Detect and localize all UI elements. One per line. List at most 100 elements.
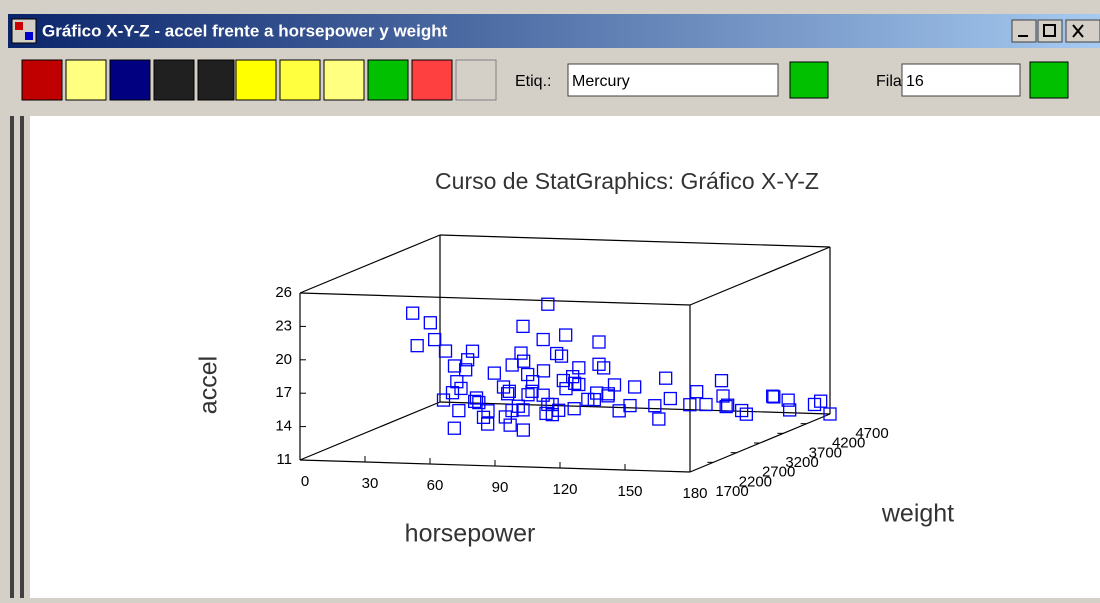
data-point [481,417,495,431]
data-point [699,397,713,412]
data-point [545,407,559,422]
data-point [516,403,530,417]
data-point [459,363,473,377]
data-point [521,388,535,402]
data-point [597,361,611,375]
search-button[interactable] [1029,61,1069,99]
data-point [525,384,539,399]
data-point [568,376,582,390]
data-point [623,398,637,413]
data-point [567,402,581,416]
maximize-glyph [1043,24,1056,37]
data-point [550,346,564,361]
data-point [814,394,828,408]
data-point [465,344,480,358]
close-glyph [1072,24,1084,38]
tool-button[interactable] [323,59,365,101]
data-point [781,393,795,407]
data-point [406,306,420,320]
data-point [739,407,753,421]
row-field-caption: Fila: [876,73,906,90]
window-controls[interactable] [1011,19,1100,43]
data-point [572,377,586,392]
y-tick-label: 2700 [762,464,795,481]
x-tick-label: 0 [301,473,309,490]
x-tick-label: 60 [427,477,444,494]
chart-panel [30,116,1100,598]
data-point [469,391,484,405]
z-tick-label: 20 [275,351,292,368]
tool-button[interactable] [455,59,497,101]
tool-button[interactable] [65,59,107,101]
data-point [487,366,501,380]
tool-button[interactable] [235,59,277,101]
x-tick-label: 150 [617,483,642,500]
data-point [716,389,730,403]
data-point [501,387,515,401]
data-point [648,399,662,413]
x-axis-label: horsepower [405,520,536,548]
data-point [690,385,704,399]
data-point [581,392,595,407]
data-point [410,339,424,353]
label-input-value: Mercury [572,73,630,90]
data-point [652,412,666,426]
row-input[interactable] [901,63,1021,97]
data-point [714,374,729,388]
tool-button[interactable] [411,59,453,101]
data-point [468,394,482,409]
data-point [496,380,511,394]
y-tick-label: 4700 [855,425,888,442]
data-point [721,398,735,412]
data-point [516,423,530,437]
data-point [559,328,573,342]
window-title: Gráfico X-Y-Z - accel frente a horsepowe… [42,21,448,40]
title-bar [8,14,1100,48]
data-point [556,373,570,388]
x-tick-label: 120 [552,481,577,498]
plot: Curso de StatGraphics: Gráfico X-Y-Z acc… [195,168,955,548]
close-button[interactable] [1065,19,1100,43]
tool-button[interactable] [279,59,321,101]
label-input[interactable] [567,63,779,97]
data-point [423,316,437,330]
y-tick-label: 3200 [785,454,818,471]
tool-button[interactable] [153,59,195,101]
data-point [601,389,615,403]
box-edge [689,246,831,306]
z-tick-label: 14 [275,418,292,435]
box-edge [439,401,831,415]
y-tick-label: 2200 [739,473,772,490]
data-point [445,386,460,400]
data-point [766,389,780,403]
data-point [823,407,837,421]
z-axis-label: accel [195,356,223,414]
data-point [683,398,697,412]
z-tick-label: 26 [275,284,292,301]
search-button[interactable] [789,61,829,99]
data-point [536,388,550,402]
data-point [498,410,512,424]
data-point [536,332,550,347]
tool-button[interactable] [21,59,63,101]
data-point [592,357,606,371]
tool-button[interactable] [367,59,409,101]
x-tick-label: 90 [492,479,509,496]
maximize-button[interactable] [1037,19,1063,43]
data-point [472,395,486,410]
y-tick-label: 4200 [832,435,865,452]
data-point [454,381,468,396]
app-icon-part [25,32,33,40]
tool-button[interactable] [109,59,151,101]
data-point [503,418,517,432]
data-point [517,354,531,368]
data-point [447,421,461,435]
tool-button[interactable] [197,59,235,101]
box-edge [439,234,831,248]
data-point [481,404,495,418]
data-point [592,335,606,349]
minimize-button[interactable] [1011,19,1037,43]
z-tick-label: 23 [275,317,292,334]
data-point [436,393,451,407]
